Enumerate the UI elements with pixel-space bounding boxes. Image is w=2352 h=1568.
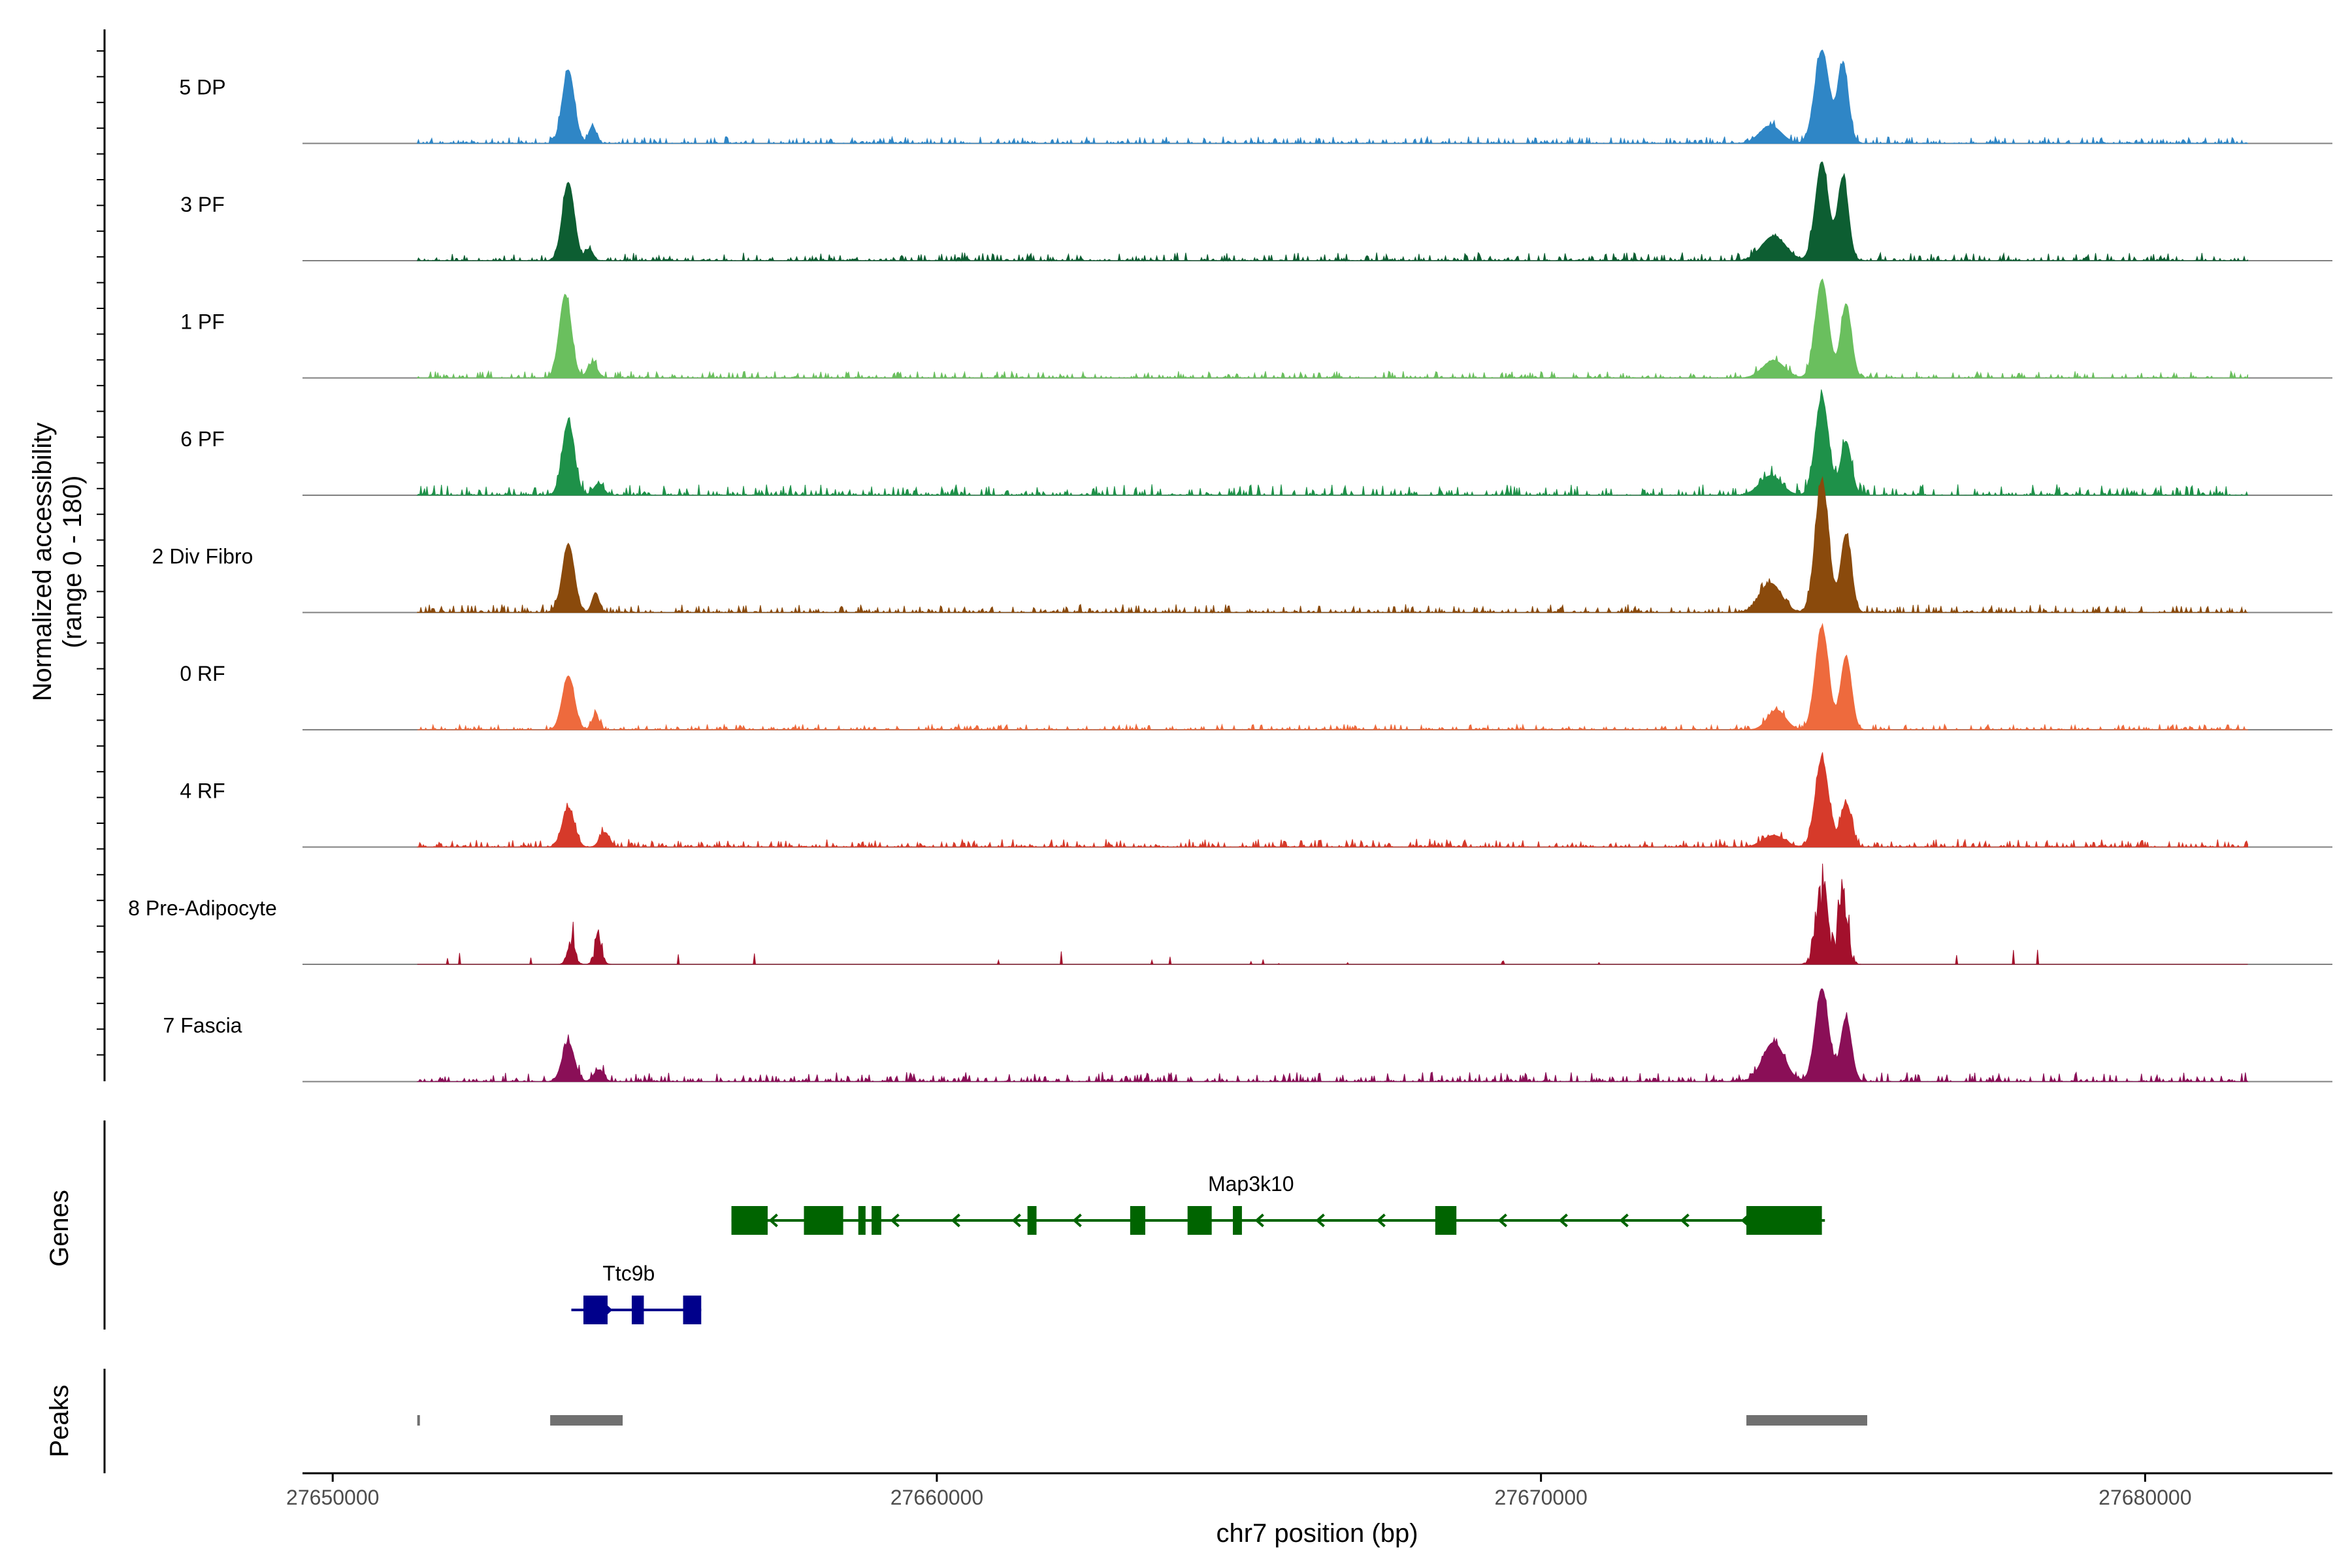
gene-label: Map3k10 — [1208, 1172, 1294, 1196]
track-label: 8 Pre-Adipocyte — [128, 896, 277, 920]
gene-exon — [1233, 1206, 1242, 1235]
gene-exon — [1435, 1206, 1457, 1235]
track-signal — [417, 752, 2248, 849]
strand-arrow — [1376, 1213, 1386, 1228]
x-tick-label: 27650000 — [286, 1486, 379, 1509]
track-signal — [417, 863, 2248, 965]
gene-exon — [683, 1296, 702, 1324]
track-signal — [417, 476, 2248, 614]
track-8-pre-adipocyte: 8 Pre-Adipocyte — [128, 863, 2332, 965]
strand-arrow — [1011, 1213, 1021, 1228]
gene-exon — [1130, 1206, 1145, 1235]
peak-region — [550, 1415, 623, 1426]
x-axis-title: chr7 position (bp) — [1216, 1519, 1418, 1548]
track-signal — [417, 49, 2248, 145]
track-signal — [417, 623, 2248, 731]
x-tick-label: 27660000 — [890, 1486, 983, 1509]
strand-arrow — [1497, 1213, 1507, 1228]
track-label: 7 Fascia — [163, 1014, 242, 1037]
strand-arrow — [1315, 1213, 1325, 1228]
track-signal — [416, 389, 2249, 497]
track-signal — [417, 278, 2248, 380]
track-label: 3 PF — [180, 193, 225, 216]
track-signal — [417, 988, 2249, 1083]
peaks-panel-title: Peaks — [45, 1384, 74, 1457]
x-tick-label: 27670000 — [1494, 1486, 1587, 1509]
x-axis: 27650000 27660000 27670000 27680000 — [286, 1472, 2332, 1509]
gene-exon — [804, 1206, 843, 1235]
track-7-fascia: 7 Fascia — [163, 988, 2332, 1083]
coverage-tracks: 5 DP 3 PF 1 PF 6 PF 2 Div Fibro 0 RF 4 RF 8 Pre… — [97, 29, 2332, 1083]
strand-arrow — [1558, 1213, 1568, 1228]
peak-region — [1746, 1415, 1867, 1426]
track-label: 1 PF — [180, 310, 225, 334]
gene-exon — [872, 1206, 881, 1235]
peak-region — [417, 1415, 420, 1426]
gene-exon — [858, 1206, 866, 1235]
y-axis-title-line2: (range 0 - 180) — [58, 476, 87, 649]
track-6-pf: 6 PF — [180, 389, 2332, 497]
strand-arrow — [1254, 1213, 1264, 1228]
gene-exon — [1746, 1206, 1822, 1235]
peak-annotation-panel — [103, 1369, 1867, 1473]
strand-arrow — [1680, 1213, 1690, 1228]
gene-exon — [731, 1206, 768, 1235]
x-tick-label: 27680000 — [2099, 1486, 2191, 1509]
strand-arrow — [890, 1213, 900, 1228]
track-1-pf: 1 PF — [180, 278, 2332, 380]
track-label: 0 RF — [180, 662, 225, 685]
gene-exon — [631, 1296, 644, 1324]
gene-annotation-panel: Map3k10 Ttc9b — [103, 1120, 1825, 1330]
track-2-div-fibro: 2 Div Fibro — [152, 476, 2332, 614]
track-label: 4 RF — [180, 779, 225, 803]
track-5-dp: 5 DP — [179, 49, 2332, 145]
gene-exon — [1187, 1206, 1212, 1235]
gene-exon — [583, 1296, 608, 1324]
track-label: 6 PF — [180, 427, 225, 451]
gene-ttc9b: Ttc9b — [571, 1262, 702, 1324]
track-label: 5 DP — [179, 76, 225, 99]
track-4-rf: 4 RF — [180, 752, 2332, 849]
gene-exon — [1027, 1206, 1037, 1235]
gene-label: Ttc9b — [602, 1262, 655, 1285]
strand-arrow — [1619, 1213, 1629, 1228]
track-3-pf: 3 PF — [180, 161, 2332, 262]
y-axis-title-line1: Normalized accessibility — [28, 423, 57, 702]
gene-map3k10: Map3k10 — [731, 1172, 1825, 1235]
track-label: 2 Div Fibro — [152, 545, 253, 568]
strand-arrow — [768, 1213, 778, 1228]
strand-arrow — [951, 1213, 960, 1228]
genes-panel-title: Genes — [45, 1190, 74, 1267]
track-0-rf: 0 RF — [180, 623, 2332, 731]
track-signal — [416, 161, 2248, 262]
strand-arrow — [1072, 1213, 1082, 1228]
